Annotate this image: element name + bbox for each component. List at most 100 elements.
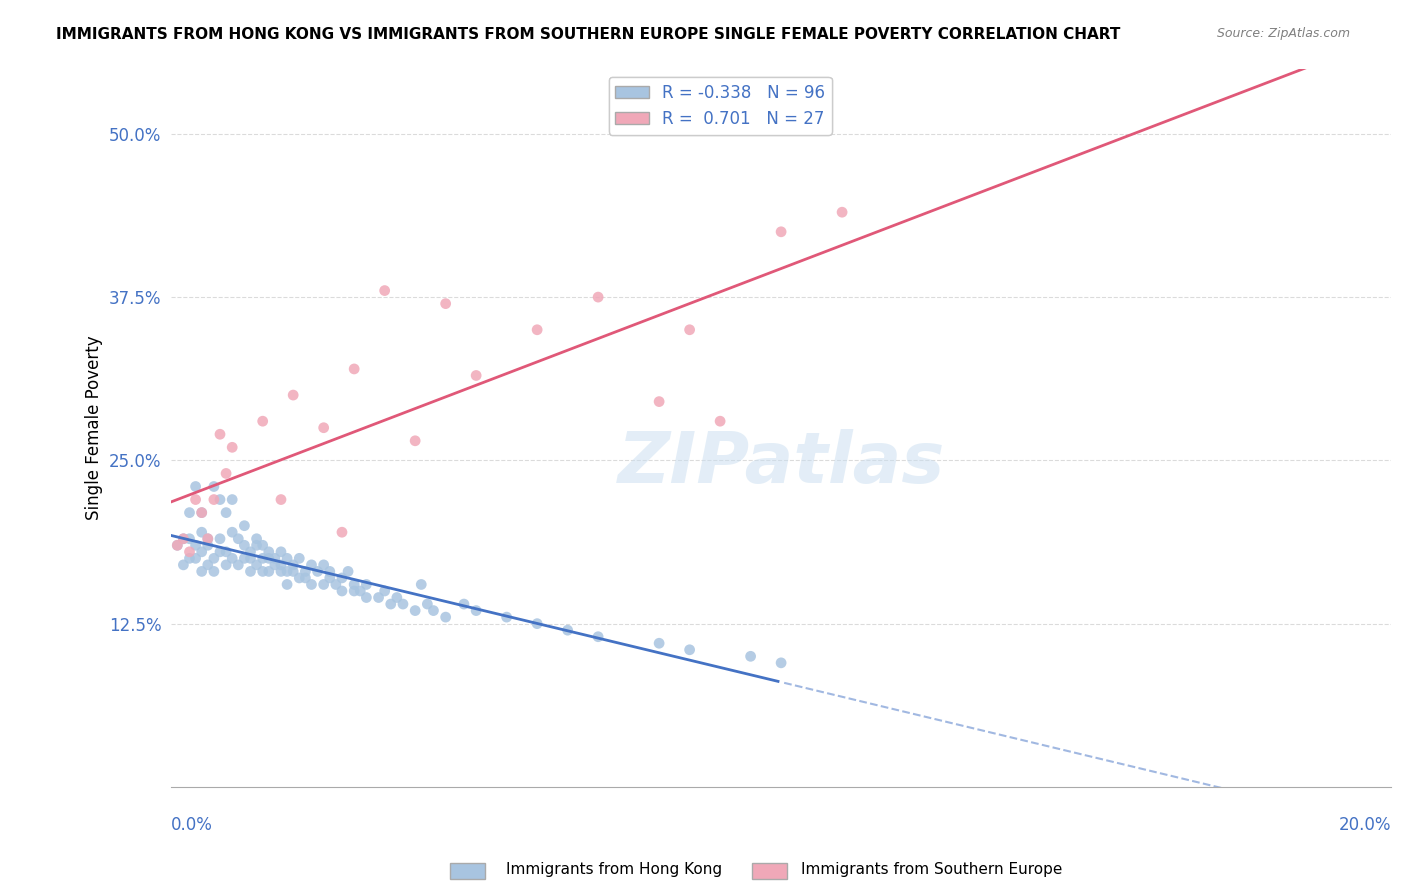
Point (319, 565, 342, 579)
Point (294, 571, 316, 585)
Point (179, 545, 201, 559)
Point (526, 323, 548, 337)
Point (208, 427, 231, 442)
Point (356, 591, 378, 605)
Point (404, 434, 426, 448)
Point (465, 604, 488, 618)
Point (283, 388, 305, 402)
Point (283, 565, 305, 579)
Point (276, 577, 298, 591)
Point (283, 558, 305, 572)
Point (288, 551, 311, 566)
Point (197, 558, 219, 572)
Text: Source: ZipAtlas.com: Source: ZipAtlas.com (1216, 27, 1350, 40)
Point (434, 610, 457, 624)
Text: 20.0%: 20.0% (1339, 815, 1391, 834)
Point (709, 414, 731, 428)
Point (202, 565, 225, 579)
Point (343, 577, 366, 591)
Point (392, 597, 415, 611)
Point (166, 538, 188, 552)
Point (301, 577, 323, 591)
Point (233, 518, 256, 533)
Point (270, 492, 292, 507)
Point (330, 584, 353, 599)
Point (245, 558, 267, 572)
Point (233, 551, 256, 566)
Point (380, 597, 402, 611)
Point (411, 577, 433, 591)
Point (325, 577, 347, 591)
Point (172, 558, 194, 572)
Point (374, 284, 396, 298)
Point (404, 604, 426, 618)
Point (215, 545, 238, 559)
Point (172, 532, 194, 546)
Point (270, 565, 292, 579)
Point (166, 538, 188, 552)
Point (257, 545, 280, 559)
Point (319, 571, 342, 585)
Point (648, 636, 671, 650)
Point (190, 506, 212, 520)
Point (190, 506, 212, 520)
Point (202, 492, 225, 507)
Point (557, 623, 579, 637)
Point (233, 538, 256, 552)
Point (184, 538, 207, 552)
Point (239, 551, 262, 566)
Point (179, 506, 201, 520)
Text: Immigrants from Hong Kong: Immigrants from Hong Kong (506, 863, 723, 877)
Point (215, 467, 238, 481)
Text: ZIPatlas: ZIPatlas (617, 429, 945, 498)
Point (179, 532, 201, 546)
Point (257, 551, 280, 566)
Text: Immigrants from Southern Europe: Immigrants from Southern Europe (801, 863, 1063, 877)
Point (307, 565, 329, 579)
Point (312, 558, 335, 572)
Point (184, 551, 207, 566)
Point (264, 551, 287, 566)
Point (385, 591, 408, 605)
Point (245, 538, 267, 552)
Point (221, 492, 243, 507)
Point (197, 532, 219, 546)
Point (288, 571, 311, 585)
Point (343, 584, 366, 599)
Y-axis label: Single Female Poverty: Single Female Poverty (86, 335, 103, 520)
Point (374, 584, 396, 599)
Point (337, 565, 360, 579)
Point (831, 205, 853, 219)
Point (208, 545, 231, 559)
Point (208, 492, 231, 507)
Point (349, 584, 371, 599)
Text: IMMIGRANTS FROM HONG KONG VS IMMIGRANTS FROM SOUTHERN EUROPE SINGLE FEMALE POVER: IMMIGRANTS FROM HONG KONG VS IMMIGRANTS … (56, 27, 1121, 42)
Point (221, 525, 243, 540)
Point (648, 394, 671, 409)
Point (434, 296, 457, 310)
Point (252, 551, 274, 566)
Point (226, 558, 249, 572)
Point (330, 571, 353, 585)
Point (197, 538, 219, 552)
Point (184, 492, 207, 507)
Point (495, 610, 517, 624)
Point (416, 597, 439, 611)
Point (312, 577, 335, 591)
Point (422, 604, 444, 618)
Point (252, 538, 274, 552)
Point (197, 532, 219, 546)
Point (770, 225, 793, 239)
Point (270, 558, 292, 572)
Point (190, 525, 212, 540)
Point (356, 577, 378, 591)
Point (202, 479, 225, 493)
Point (312, 421, 335, 435)
Point (276, 565, 298, 579)
Point (215, 506, 238, 520)
Point (586, 290, 609, 304)
Point (770, 656, 793, 670)
Point (678, 323, 700, 337)
Point (184, 479, 207, 493)
Point (226, 532, 249, 546)
